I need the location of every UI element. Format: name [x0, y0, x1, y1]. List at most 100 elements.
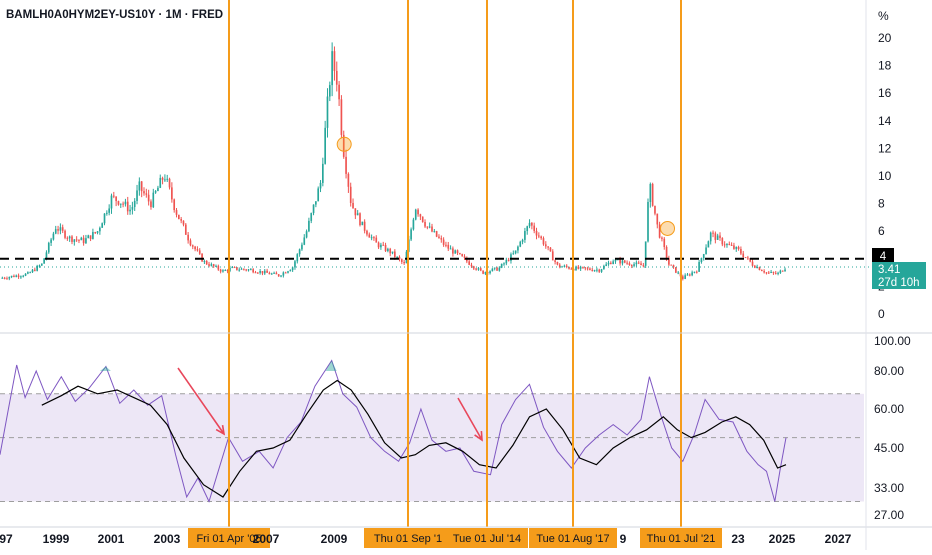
candle-body	[623, 260, 626, 263]
candle-body	[75, 239, 78, 241]
candle-body	[143, 191, 145, 194]
candle-body	[68, 236, 71, 239]
candle-body	[245, 269, 248, 271]
candle-body	[528, 222, 531, 227]
candle-body	[263, 270, 266, 274]
candle-body	[89, 235, 92, 239]
candle-body	[284, 272, 287, 274]
candle-body	[147, 194, 150, 202]
candle-body	[198, 250, 201, 254]
candle-body	[767, 272, 770, 274]
candle-body	[510, 254, 512, 261]
candle-body	[92, 232, 94, 239]
candle-body	[577, 266, 580, 269]
time-tick-label: 97	[0, 532, 13, 546]
candle-body	[558, 264, 561, 267]
candle-body	[243, 268, 245, 270]
candle-body	[705, 247, 707, 255]
candle-body	[491, 268, 494, 272]
candle-body	[544, 244, 547, 247]
annotation-arrow	[457, 397, 483, 441]
candle-body	[682, 276, 684, 279]
candle-body	[391, 251, 394, 254]
candle-body	[610, 262, 612, 265]
candle-body	[150, 201, 152, 208]
candle-body	[438, 236, 440, 239]
candle-body	[484, 272, 487, 274]
candle-body	[354, 208, 357, 216]
candle-body	[85, 238, 87, 244]
candle-body	[301, 244, 303, 250]
time-tick-label: 2027	[825, 532, 852, 546]
time-tick-label: 9	[620, 532, 627, 546]
candle-body	[152, 192, 155, 208]
candle-body	[744, 257, 747, 259]
candle-body	[296, 254, 299, 262]
candle-body	[250, 269, 252, 271]
candle-body	[470, 264, 473, 267]
candle-body	[340, 99, 343, 135]
price-tick-label: 18	[878, 59, 892, 73]
candle-body	[547, 246, 549, 248]
candle-body	[517, 246, 519, 251]
candle-body	[688, 274, 691, 276]
candle-body	[677, 272, 680, 274]
candle-body	[212, 264, 215, 267]
candle-body	[426, 226, 429, 228]
rsi-line	[0, 359, 787, 503]
time-tick-label: 2003	[154, 532, 181, 546]
candle-body	[182, 220, 185, 225]
candle-body	[57, 229, 59, 231]
candle-body	[658, 224, 661, 238]
candle-body	[424, 221, 426, 227]
candle-body	[298, 249, 301, 255]
candle-body	[691, 272, 693, 276]
candle-body	[96, 231, 99, 233]
candle-body	[524, 231, 526, 240]
candle-body	[526, 226, 529, 232]
candle-body	[380, 244, 382, 248]
candle-body	[315, 201, 317, 205]
candle-body	[377, 242, 380, 248]
candle-body	[549, 247, 552, 252]
date-marker-badge	[364, 528, 452, 548]
candle-body	[431, 226, 433, 232]
candle-body	[161, 177, 164, 180]
candle-body	[568, 267, 570, 269]
candle-body	[294, 261, 296, 268]
candle-body	[535, 230, 538, 236]
candle-body	[373, 237, 375, 239]
candle-body	[447, 244, 450, 249]
candle-body	[554, 260, 556, 262]
candle-body	[403, 261, 405, 264]
candle-body	[138, 181, 141, 191]
candle-body	[289, 270, 292, 272]
time-axis: Fri 01 Apr '05 Thu 01 Sep '1 Tue 01 Jul '1…	[0, 528, 852, 548]
candle-body	[605, 264, 608, 266]
countdown-text: 27d 10h	[878, 277, 920, 289]
candle-body	[591, 269, 594, 272]
candle-body	[217, 265, 220, 270]
candle-body	[454, 250, 457, 254]
candle-body	[642, 265, 645, 267]
candle-body	[714, 233, 717, 240]
candle-body	[412, 219, 415, 230]
chart-title: BAMLH0A0HYM2EY-US10Y · 1M · FRED	[6, 9, 224, 21]
candle-body	[140, 181, 143, 192]
candle-body	[361, 221, 364, 226]
time-tick-label: 1999	[43, 532, 70, 546]
candle-body	[164, 179, 166, 181]
candle-body	[154, 191, 157, 193]
candle-body	[115, 196, 117, 202]
candle-body	[542, 238, 545, 245]
candle-body	[236, 267, 238, 270]
candle-body	[319, 182, 322, 189]
candle-body	[582, 266, 584, 268]
candle-body	[6, 278, 8, 280]
candle-body	[347, 173, 350, 187]
candle-body	[698, 262, 700, 272]
candle-body	[275, 272, 278, 275]
candle-body	[672, 265, 675, 268]
candle-body	[570, 268, 573, 270]
